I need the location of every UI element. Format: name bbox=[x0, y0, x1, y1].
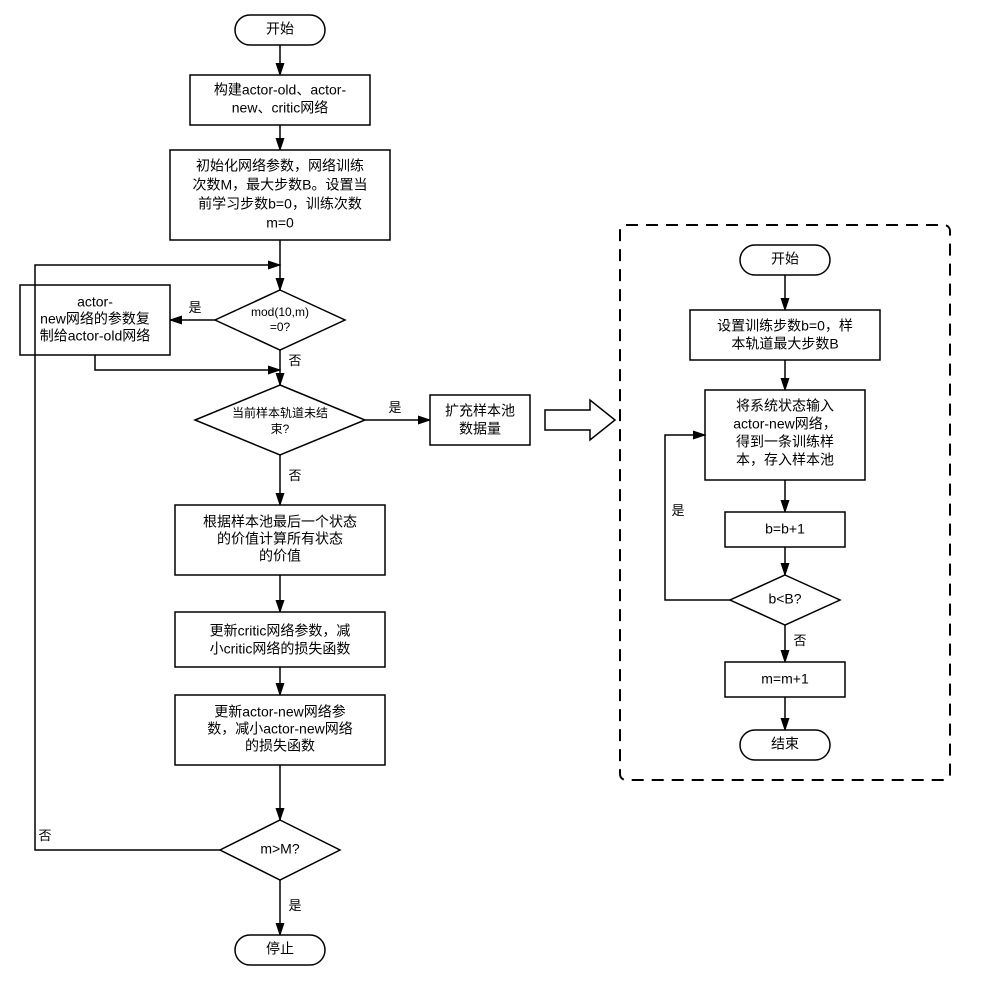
svg-text:=0?: =0? bbox=[270, 320, 291, 334]
svg-text:初始化网络参数，网络训练: 初始化网络参数，网络训练 bbox=[196, 158, 364, 174]
svg-text:得到一条训练样: 得到一条训练样 bbox=[736, 434, 834, 450]
svg-text:当前样本轨道未结: 当前样本轨道未结 bbox=[232, 405, 328, 420]
svg-text:b=b+1: b=b+1 bbox=[765, 521, 805, 537]
svg-text:是: 是 bbox=[671, 503, 684, 518]
flowchart: 开始 构建actor-old、actor- new、critic网络 初始化网络… bbox=[0, 0, 986, 1000]
svg-text:小critic网络的损失函数: 小critic网络的损失函数 bbox=[210, 641, 351, 657]
svg-text:开始: 开始 bbox=[771, 251, 799, 267]
svg-text:本轨道最大步数B: 本轨道最大步数B bbox=[731, 336, 838, 352]
svg-text:更新critic网络参数，减: 更新critic网络参数，减 bbox=[210, 623, 351, 639]
svg-text:的价值计算所有状态: 的价值计算所有状态 bbox=[217, 531, 343, 547]
svg-text:数，减小actor-new网络: 数，减小actor-new网络 bbox=[207, 721, 352, 737]
svg-text:的损失函数: 的损失函数 bbox=[245, 738, 315, 754]
svg-text:数据量: 数据量 bbox=[459, 421, 501, 437]
svg-text:mod(10,m): mod(10,m) bbox=[251, 305, 309, 319]
svg-text:束?: 束? bbox=[271, 422, 290, 436]
svg-text:结束: 结束 bbox=[771, 736, 799, 752]
svg-text:制给actor-old网络: 制给actor-old网络 bbox=[40, 328, 150, 344]
svg-text:扩充样本池: 扩充样本池 bbox=[445, 403, 515, 419]
svg-text:actor-new网络，: actor-new网络， bbox=[733, 416, 836, 432]
svg-text:停止: 停止 bbox=[266, 941, 294, 957]
svg-text:new、critic网络: new、critic网络 bbox=[232, 100, 328, 116]
svg-text:否: 否 bbox=[288, 468, 301, 483]
svg-text:将系统状态输入: 将系统状态输入 bbox=[736, 398, 834, 414]
svg-text:是: 是 bbox=[288, 898, 301, 913]
svg-text:次数M，最大步数B。设置当: 次数M，最大步数B。设置当 bbox=[193, 177, 368, 193]
svg-text:更新actor-new网络参: 更新actor-new网络参 bbox=[214, 704, 345, 720]
svg-text:new网络的参数复: new网络的参数复 bbox=[40, 311, 150, 327]
critic-node bbox=[175, 612, 385, 667]
svg-text:否: 否 bbox=[793, 633, 806, 648]
svg-text:是: 是 bbox=[388, 400, 401, 415]
svg-text:是: 是 bbox=[188, 300, 201, 315]
svg-text:否: 否 bbox=[288, 353, 301, 368]
svg-text:根据样本池最后一个状态: 根据样本池最后一个状态 bbox=[203, 514, 357, 530]
svg-text:的价值: 的价值 bbox=[259, 548, 301, 564]
svg-text:否: 否 bbox=[38, 828, 51, 843]
start-label: 开始 bbox=[266, 21, 294, 37]
svg-text:m>M?: m>M? bbox=[260, 841, 300, 857]
svg-text:m=0: m=0 bbox=[266, 215, 294, 231]
svg-text:设置训练步数b=0，样: 设置训练步数b=0，样 bbox=[717, 318, 853, 334]
svg-text:b<B?: b<B? bbox=[768, 591, 801, 607]
svg-text:本，存入样本池: 本，存入样本池 bbox=[736, 452, 834, 468]
svg-text:actor-: actor- bbox=[77, 294, 113, 310]
svg-text:m=m+1: m=m+1 bbox=[761, 671, 809, 687]
svg-text:前学习步数b=0，训练次数: 前学习步数b=0，训练次数 bbox=[198, 196, 362, 212]
block-arrow bbox=[545, 400, 615, 440]
svg-text:构建actor-old、actor-: 构建actor-old、actor- bbox=[214, 82, 347, 98]
